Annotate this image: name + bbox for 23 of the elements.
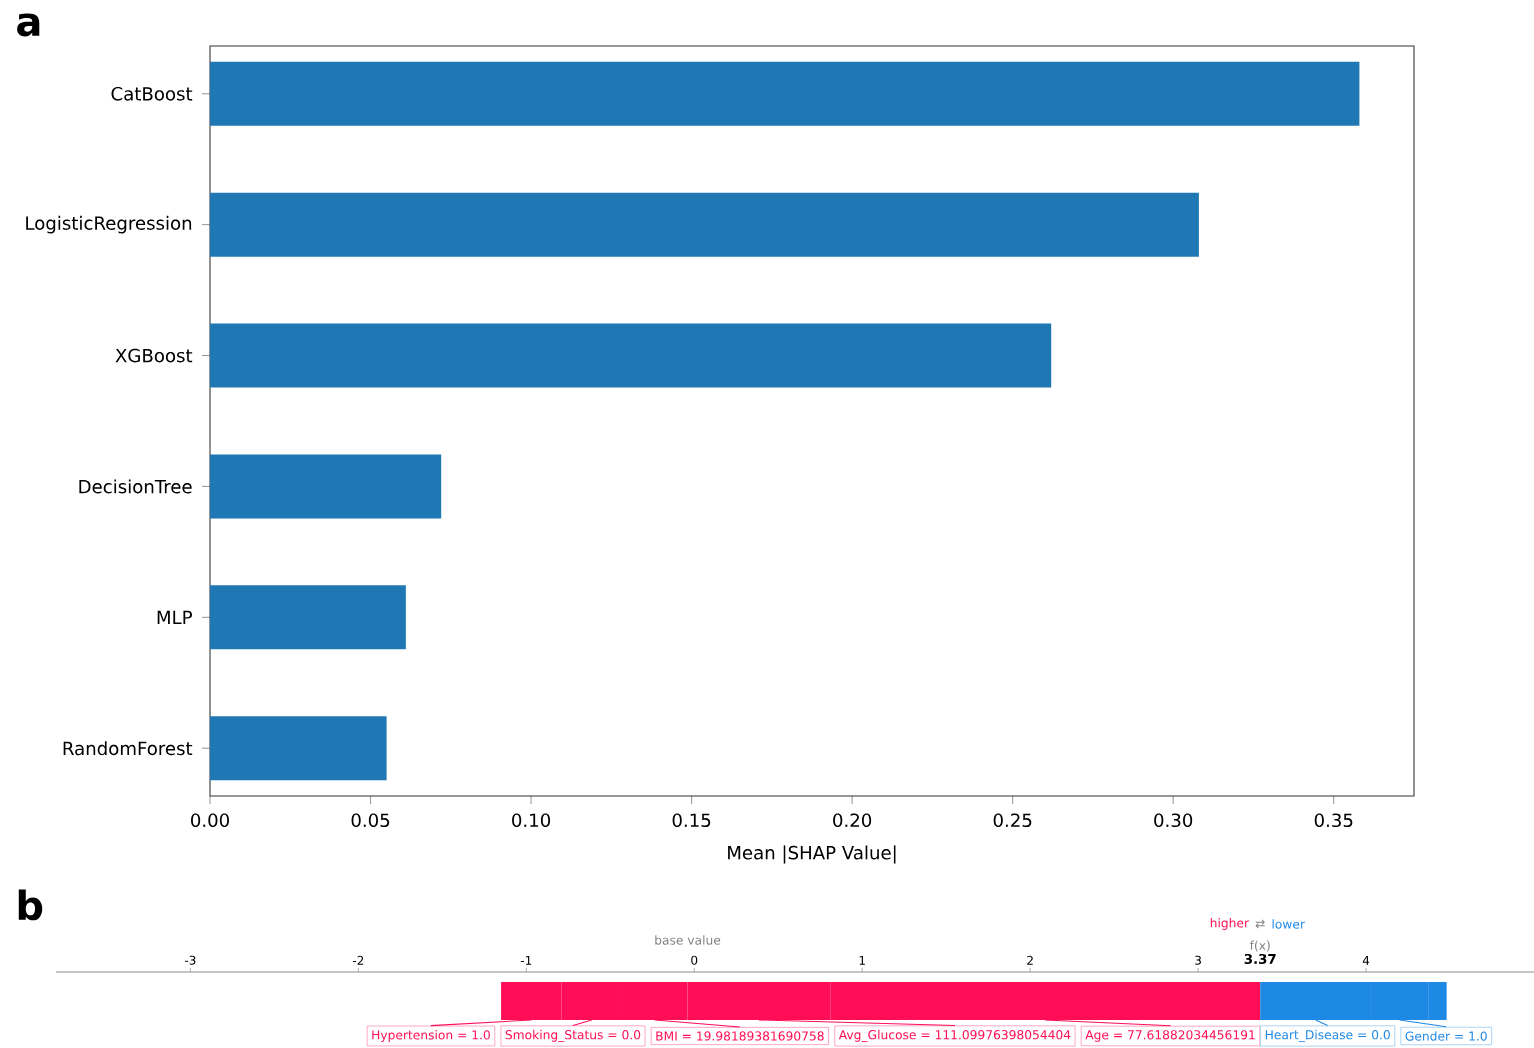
bar: [210, 454, 442, 519]
bar: [210, 585, 406, 650]
y-tick-label: LogisticRegression: [26, 215, 192, 234]
chart-title: a: [17, 13, 40, 37]
x-tick-label: 0.20: [833, 813, 872, 828]
y-tick-label: DecisionTree: [79, 479, 192, 494]
y-tick-label: XGBoost: [115, 348, 193, 363]
bar: [210, 192, 1199, 257]
x-tick-label: 0.15: [672, 813, 711, 828]
x-tick-label: 0.00: [191, 813, 229, 828]
x-tick-label: 0.10: [512, 813, 551, 828]
bar: [210, 61, 1360, 126]
chart-title: b: [18, 889, 43, 921]
x-tick-label: 0.35: [1314, 813, 1353, 828]
x-axis-title: Mean |SHAP Value|: [728, 845, 896, 864]
y-tick-label: CatBoost: [111, 86, 193, 101]
x-tick-label: 0.05: [351, 813, 390, 828]
y-tick-label: RandomForest: [63, 741, 193, 756]
bar: [210, 323, 1052, 388]
x-tick-label: 0.30: [1154, 813, 1193, 828]
y-tick-label: MLP: [157, 610, 192, 624]
bar: [210, 716, 387, 781]
x-tick-label: 0.25: [993, 813, 1032, 828]
